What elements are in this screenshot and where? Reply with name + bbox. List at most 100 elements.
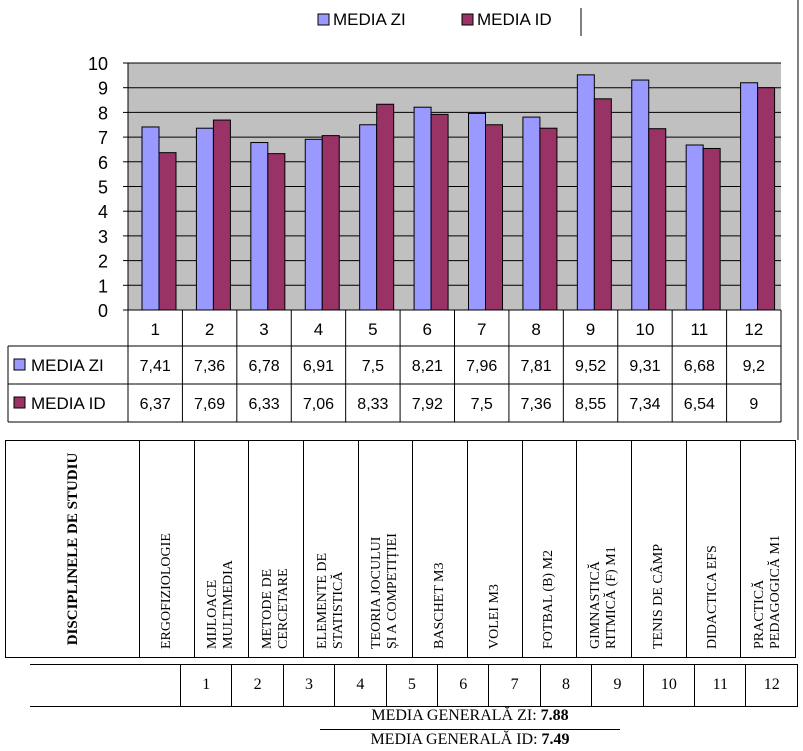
series-label-zi: MEDIA ZI — [31, 356, 104, 375]
bar-media-zi — [413, 106, 432, 311]
data-label-id: 7,69 — [194, 396, 225, 413]
discipline-name: GIMNASTICĂ RITMICĂ (F) M1 — [588, 546, 620, 649]
bar-media-id — [267, 153, 286, 311]
data-label-zi: 6,68 — [684, 358, 715, 375]
bar-media-id — [702, 147, 721, 311]
discipline-cell: ELEMENTE DE STATISTICĂ — [302, 440, 359, 658]
series-swatch-zi — [13, 358, 26, 371]
number-cell: 1 — [179, 664, 233, 707]
discipline-cell: METODE DE CERCETARE — [248, 440, 304, 658]
x-category-label: 10 — [635, 320, 654, 339]
y-tick-label: 6 — [98, 153, 108, 173]
data-label-id: 7,5 — [471, 396, 493, 413]
y-tick-label: 0 — [98, 301, 108, 321]
number-cell: 6 — [437, 664, 490, 707]
series-label-id: MEDIA ID — [31, 394, 106, 413]
discipline-cell: VOLEI M3 — [466, 440, 523, 658]
bar-media-id — [430, 113, 449, 311]
bar-media-zi — [195, 127, 214, 311]
discipline-name: ELEMENTE DE STATISTICĂ — [314, 552, 346, 649]
number-cell: 7 — [488, 664, 541, 707]
data-label-zi: 6,78 — [248, 358, 279, 375]
legend-label-zi: MEDIA ZI — [333, 10, 406, 29]
bar-media-id — [212, 119, 231, 311]
data-label-id: 6,33 — [248, 396, 279, 413]
bar-media-id — [376, 103, 395, 311]
series-swatch-id — [13, 396, 26, 409]
discipline-cell: MIJLOACE MULTIMEDIA — [193, 440, 250, 658]
number-cell: 3 — [282, 664, 336, 707]
data-label-id: 9 — [749, 396, 758, 413]
x-category-label: 2 — [205, 320, 214, 339]
number-cell: 8 — [539, 664, 593, 707]
bar-media-id — [158, 152, 177, 311]
data-label-zi: 9,2 — [743, 358, 765, 375]
discipline-name: BASCHET M3 — [432, 562, 448, 649]
x-category-label: 6 — [423, 320, 432, 339]
bar-media-id — [321, 135, 340, 311]
discipline-cell: GIMNASTICĂ RITMICĂ (F) M1 — [576, 440, 632, 658]
general-average-zi-value: 7.88 — [540, 707, 569, 724]
discipline-name: PRACTICĂ PEDAGOGICĂ M1 — [752, 535, 784, 649]
data-label-id: 6,37 — [140, 396, 171, 413]
x-category-label: 1 — [150, 320, 159, 339]
x-category-label: 3 — [259, 320, 268, 339]
data-label-id: 6,54 — [684, 396, 715, 413]
general-average-id: MEDIA GENERALĂ ID: 7.49 — [320, 731, 620, 749]
data-label-id: 8,55 — [575, 396, 606, 413]
x-category-label: 4 — [314, 320, 323, 339]
bar-media-id — [593, 98, 612, 311]
discipline-cell: FOTBAL (B) M2 — [521, 440, 578, 658]
data-label-zi: 7,36 — [194, 358, 225, 375]
discipline-name: FOTBAL (B) M2 — [541, 549, 557, 649]
bar-media-id — [539, 127, 558, 311]
discipline-cell: DIDACTICA EFS — [685, 440, 742, 658]
number-cell: 11 — [694, 664, 747, 707]
x-category-label: 9 — [586, 320, 595, 339]
bar-media-zi — [141, 126, 160, 311]
y-tick-label: 7 — [98, 128, 108, 148]
discipline-cell: BASCHET M3 — [412, 440, 468, 658]
data-label-id: 7,92 — [412, 396, 443, 413]
data-label-zi: 8,21 — [412, 358, 443, 375]
data-label-zi: 6,91 — [303, 358, 334, 375]
discipline-cell: TEORIA JOCULUI ȘI A COMPETIȚIEI — [357, 440, 414, 658]
data-label-zi: 7,41 — [140, 358, 171, 375]
bar-media-zi — [631, 79, 650, 311]
bar-media-zi — [522, 116, 541, 311]
discipline-name: TENIS DE CÂMP — [650, 543, 666, 649]
bar-media-zi — [359, 124, 378, 311]
bar-media-zi — [304, 138, 323, 311]
general-average-id-label: MEDIA GENERALĂ ID: — [370, 731, 542, 748]
data-label-id: 7,06 — [303, 396, 334, 413]
bar-media-zi — [685, 144, 704, 311]
general-average-id-value: 7.49 — [541, 731, 570, 748]
y-tick-label: 1 — [98, 276, 108, 296]
y-tick-label: 10 — [88, 54, 108, 74]
y-tick-label: 4 — [98, 202, 108, 222]
general-average-zi-label: MEDIA GENERALĂ ZI: — [371, 707, 541, 724]
data-label-id: 8,33 — [357, 396, 388, 413]
numbers-table: 1 2 3 4 5 6 7 8 9 10 11 12 — [30, 664, 798, 707]
x-category-label: 11 — [691, 320, 709, 339]
bar-media-id — [757, 87, 776, 311]
bar-media-id — [485, 124, 503, 311]
x-category-label: 12 — [744, 320, 763, 339]
disciplines-header: DISCIPLINELE DE STUDIU — [64, 452, 81, 646]
discipline-name: MIJLOACE MULTIMEDIA — [205, 560, 237, 649]
data-label-id: 7,34 — [629, 396, 660, 413]
legend-swatch-id — [461, 13, 474, 26]
number-cell: 10 — [642, 664, 696, 707]
x-category-label: 8 — [531, 320, 540, 339]
bar-media-id — [648, 128, 667, 311]
y-tick-label: 3 — [98, 227, 108, 247]
numbers-empty-cell — [30, 664, 181, 707]
legend-swatch-zi — [317, 13, 330, 26]
data-label-zi: 9,52 — [575, 358, 606, 375]
discipline-cell: ERGOFIZIOLOGIE — [139, 440, 195, 658]
y-tick-label: 5 — [98, 178, 108, 198]
bar-media-zi — [576, 74, 595, 311]
bar-media-zi — [250, 142, 269, 311]
data-label-zi: 7,5 — [362, 358, 384, 375]
